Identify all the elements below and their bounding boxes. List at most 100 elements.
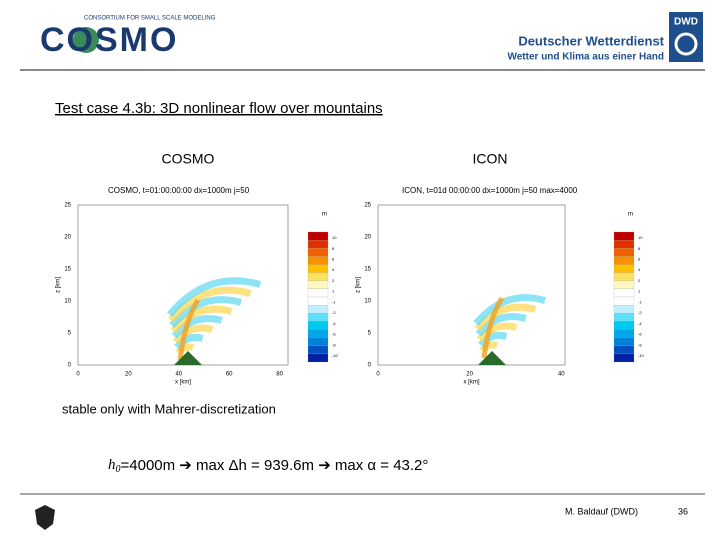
colorbar-tick-label: -6: [638, 332, 642, 337]
footer-author: M. Baldauf (DWD): [565, 506, 638, 516]
colorbar-swatch: [307, 231, 329, 241]
colorbar-swatch: [613, 296, 635, 306]
wave-band: [171, 315, 223, 339]
colorbar-tick-label: -6: [332, 332, 336, 337]
wave-band: [475, 313, 527, 337]
y-tick-label: 10: [64, 299, 71, 305]
colorbar-tick-label: 8: [332, 246, 335, 251]
y-tick-label: 5: [68, 331, 72, 337]
colorbar-tick-label: 4: [638, 267, 641, 272]
formula: h0=4000m ➔ max Δh = 939.6m ➔ max α = 43.…: [108, 457, 428, 475]
colorbar-swatch: [307, 305, 329, 314]
dwd-swirl: [674, 32, 698, 56]
colorbar-swatch: [613, 280, 635, 289]
y-tick-label: 20: [64, 235, 71, 241]
colorbar-tick-label: 8: [638, 246, 641, 251]
x-axis-label: x [km]: [464, 380, 480, 386]
colorbar-swatch: [613, 337, 635, 346]
colorbar-swatch: [307, 288, 329, 298]
colorbar-swatch: [613, 321, 635, 330]
slide-title: Test case 4.3b: 3D nonlinear flow over m…: [55, 100, 383, 117]
colorbar-swatch: [613, 264, 635, 273]
colorbar-tick-label: -4: [332, 321, 336, 326]
mountain: [174, 351, 202, 365]
colorbar-tick-label: -1: [638, 299, 642, 304]
colorbar-tick-label: 10: [638, 235, 643, 240]
colorbar-swatch: [307, 345, 329, 354]
wave-band: [166, 277, 262, 317]
colorbar-unit: m: [628, 212, 633, 218]
colorbar-tick-label: -2: [332, 310, 336, 315]
y-tick-label: 15: [64, 267, 71, 273]
wave-band: [172, 324, 214, 345]
colorbar-swatch: [613, 305, 635, 314]
colorbar-tick-label: -4: [638, 321, 642, 326]
dwd-badge-text: DWD: [674, 17, 698, 28]
colorbar-swatch: [613, 353, 635, 363]
footer-page: 36: [678, 506, 688, 516]
plot-title: COSMO, t=01:00:00:00 dx=1000m j=50: [108, 186, 250, 195]
x-tick-label: 40: [558, 372, 565, 378]
plot-area: [377, 204, 566, 366]
colorbar-swatch: [613, 240, 635, 249]
colorbar-tick-label: -1: [332, 299, 336, 304]
y-tick-label: 10: [364, 299, 371, 305]
colorbar-swatch: [307, 353, 329, 363]
y-axis-label: z [km]: [56, 277, 62, 293]
wave-band: [476, 322, 518, 343]
y-axis-label: z [km]: [356, 277, 362, 293]
wave-band: [169, 296, 242, 328]
x-tick-label: 60: [226, 372, 233, 378]
colorbar-swatch: [307, 272, 329, 281]
colorbar-swatch: [613, 272, 635, 281]
mountain: [478, 351, 506, 365]
colorbar-swatch: [613, 329, 635, 338]
colorbar-swatch: [307, 329, 329, 338]
wave-band: [174, 333, 204, 350]
colorbar-swatch: [307, 337, 329, 346]
x-axis-label: x [km]: [175, 380, 191, 386]
wave-band: [473, 294, 546, 326]
panel-label: COSMO: [162, 151, 215, 167]
colorbar-swatch: [613, 248, 635, 257]
colorbar-tick-label: -10: [638, 353, 645, 358]
colorbar-swatch: [613, 345, 635, 354]
y-tick-label: 5: [368, 331, 372, 337]
dwd-slogan: Wetter und Klima aus einer Hand: [507, 52, 664, 63]
wave-band: [478, 331, 508, 348]
y-tick-label: 25: [64, 203, 71, 209]
colorbar-tick-label: -8: [638, 342, 642, 347]
wave-band: [170, 305, 233, 334]
colorbar-swatch: [613, 313, 635, 322]
wave-core: [481, 296, 505, 359]
colorbar-swatch: [307, 296, 329, 306]
plot-title: ICON, t=01d 00:00:00 dx=1000m j=50 max=4…: [402, 186, 578, 195]
colorbar-tick-label: 1: [638, 289, 641, 294]
formula-h: h: [108, 457, 116, 473]
colorbar-swatch: [307, 240, 329, 249]
x-tick-label: 0: [76, 372, 80, 378]
colorbar-tick-label: 4: [332, 267, 335, 272]
colorbar-swatch: [307, 321, 329, 330]
colorbar-swatch: [307, 256, 329, 265]
wave-core: [177, 298, 201, 361]
colorbar-tick-label: 10: [332, 235, 337, 240]
colorbar-swatch: [307, 280, 329, 289]
colorbar-swatch: [307, 248, 329, 257]
wave-band: [474, 303, 537, 332]
colorbar-tick-label: 6: [332, 257, 335, 262]
consortium: CONSORTIUM FOR SMALL SCALE MODELING: [84, 16, 216, 22]
y-tick-label: 25: [364, 203, 371, 209]
colorbar-tick-label: -2: [638, 310, 642, 315]
colorbar-tick-label: -10: [332, 353, 339, 358]
y-tick-label: 0: [368, 363, 372, 369]
note: stable only with Mahrer-discretization: [62, 401, 276, 416]
x-tick-label: 40: [175, 372, 182, 378]
x-tick-label: 0: [376, 372, 380, 378]
x-tick-label: 20: [125, 372, 132, 378]
colorbar-tick-label: 1: [332, 289, 335, 294]
colorbar-tick-label: 2: [332, 278, 335, 283]
panel-label: ICON: [473, 151, 508, 167]
colorbar-swatch: [307, 264, 329, 273]
